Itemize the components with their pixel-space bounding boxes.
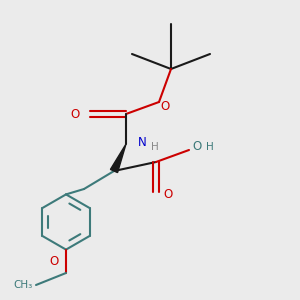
Text: O: O	[160, 100, 170, 113]
Text: H: H	[206, 142, 213, 152]
Text: N: N	[138, 136, 147, 149]
Text: H: H	[152, 142, 159, 152]
Text: O: O	[164, 188, 173, 202]
Text: CH₃: CH₃	[14, 280, 33, 290]
Text: O: O	[70, 107, 80, 121]
Polygon shape	[110, 144, 126, 172]
Text: O: O	[49, 255, 58, 268]
Text: O: O	[192, 140, 201, 154]
